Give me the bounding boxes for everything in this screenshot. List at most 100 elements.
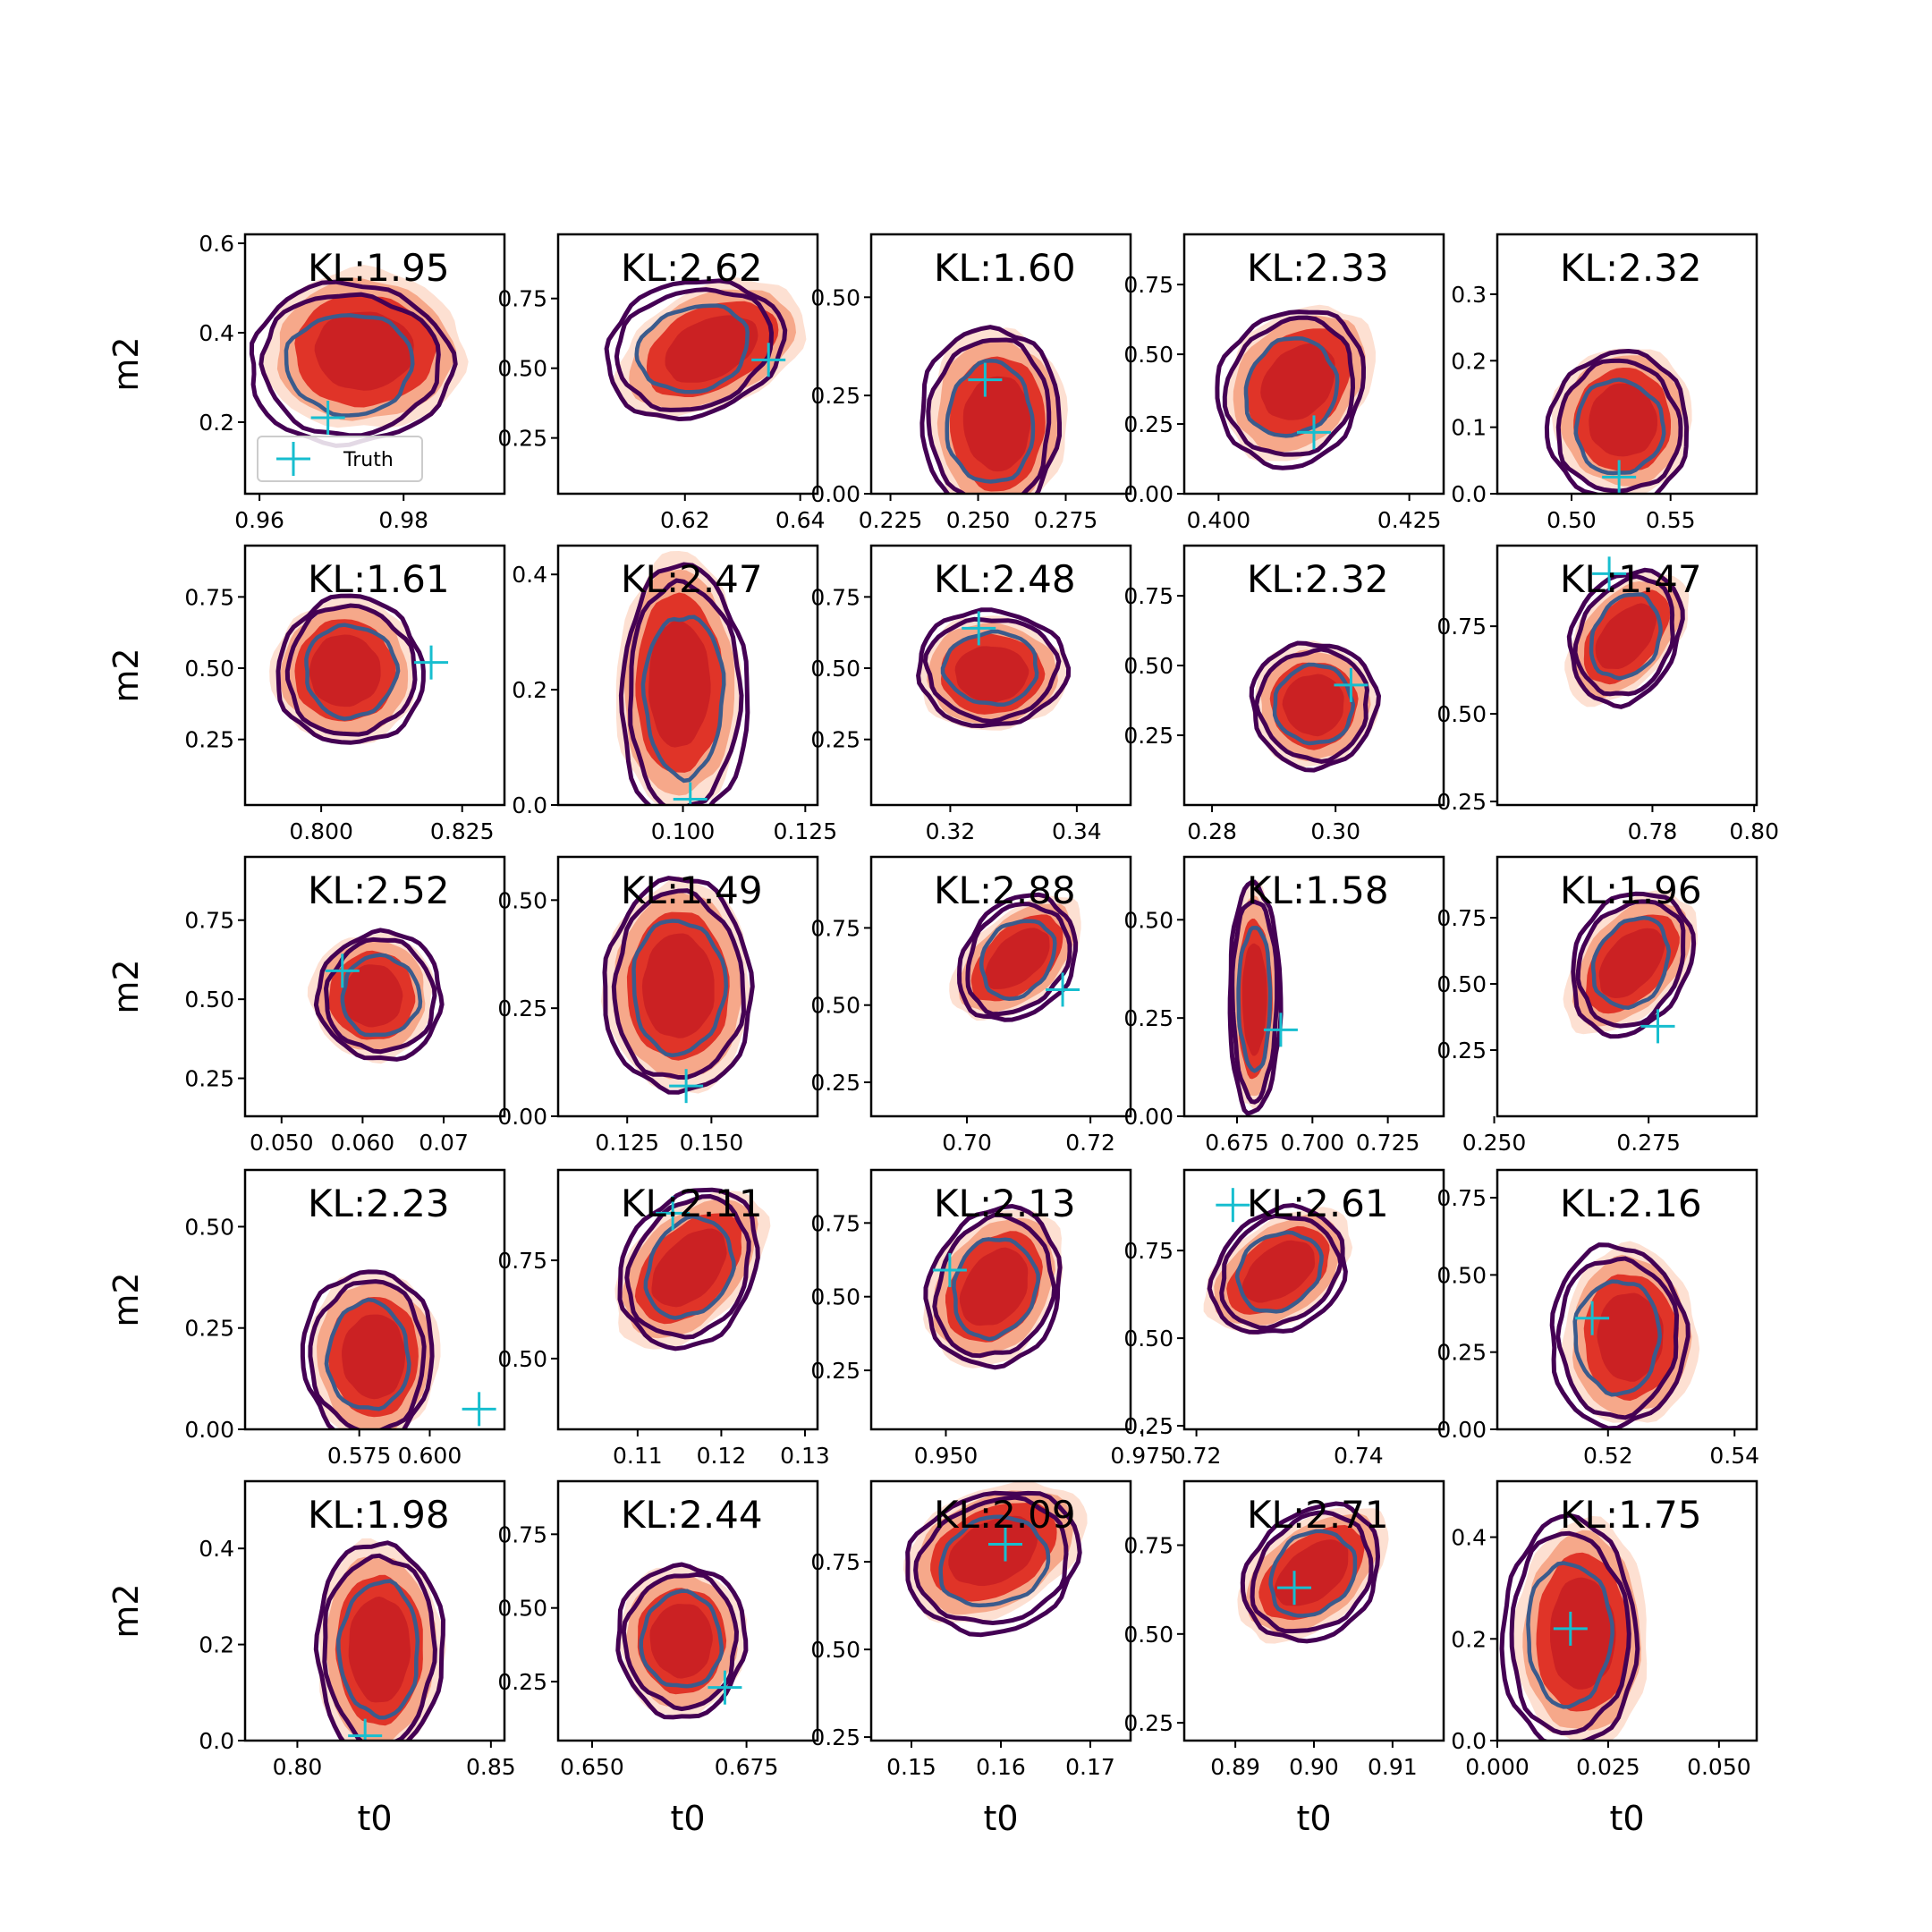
kl-label: KL:1.75 bbox=[1560, 1493, 1702, 1537]
legend-box bbox=[257, 436, 423, 482]
axes-frame bbox=[1496, 544, 1758, 807]
x-tick-label: 0.70 bbox=[942, 1130, 992, 1156]
y-tick-label: 0.50 bbox=[1123, 342, 1174, 368]
density-layers bbox=[1549, 1241, 1700, 1429]
x-tick-label: 0.950 bbox=[914, 1443, 979, 1469]
contour-outer bbox=[617, 1187, 760, 1352]
y-tick-label: 0.75 bbox=[1436, 614, 1487, 640]
y-tick-label: 0.50 bbox=[184, 1214, 234, 1240]
truth-marker bbox=[310, 401, 345, 435]
density-fill-level-4 bbox=[651, 1228, 727, 1308]
truth-marker bbox=[348, 1718, 383, 1741]
contour-inner bbox=[340, 953, 423, 1038]
y-tick-label: 0.00 bbox=[1436, 1417, 1487, 1443]
x-tick-label: 0.16 bbox=[976, 1754, 1026, 1780]
y-axis-label: m2 bbox=[106, 959, 146, 1013]
contour-outer bbox=[1215, 309, 1367, 470]
contour-middle bbox=[1572, 573, 1675, 697]
subplot-11: 0.050 0.060 0.07 0.25 0.50 0.75 KL:2.52 m2 bbox=[106, 855, 506, 1156]
y-tick-label: 0.25 bbox=[184, 1316, 234, 1342]
y-tick-label: 0.75 bbox=[1123, 1533, 1174, 1559]
contour-inner bbox=[940, 629, 1039, 708]
y-tick-label: 0.75 bbox=[1123, 1238, 1174, 1264]
subplot-22: 0.650 0.675 0.25 0.50 0.75 KL:2.44 t0 bbox=[497, 1479, 819, 1838]
contour-inner bbox=[1573, 377, 1666, 476]
y-tick-label: 0.2 bbox=[199, 1632, 234, 1658]
legend-truth-icon bbox=[276, 442, 310, 476]
x-tick-label: 0.50 bbox=[1546, 507, 1597, 533]
contour-inner bbox=[643, 1214, 736, 1320]
kl-label: KL:1.95 bbox=[308, 246, 450, 290]
x-tick-label: 0.80 bbox=[1729, 818, 1779, 844]
truth-marker bbox=[656, 1196, 691, 1231]
x-tick-label: 0.225 bbox=[859, 507, 923, 533]
subplot-9: 0.28 0.30 0.25 0.50 0.75 KL:2.32 bbox=[1123, 544, 1445, 844]
y-tick-label: 0.25 bbox=[810, 1724, 860, 1750]
contour-outer bbox=[249, 279, 458, 448]
x-axis-label: t0 bbox=[983, 1799, 1018, 1838]
density-fill-level-4 bbox=[342, 964, 403, 1028]
kl-label: KL:2.11 bbox=[621, 1182, 763, 1225]
contour-middle bbox=[1219, 1213, 1343, 1331]
x-tick-label: 0.15 bbox=[886, 1754, 936, 1780]
kl-label: KL:1.60 bbox=[934, 246, 1076, 290]
x-tick-label: 0.30 bbox=[1310, 818, 1360, 844]
x-tick-label: 0.675 bbox=[715, 1754, 779, 1780]
subplot-8: 0.32 0.34 0.25 0.50 0.75 KL:2.48 bbox=[810, 544, 1132, 844]
subplot-7: 0.100 0.125 0.0 0.2 0.4 KL:2.47 bbox=[512, 544, 837, 844]
x-tick-label: 0.55 bbox=[1646, 507, 1696, 533]
density-fill-level-4 bbox=[1241, 1240, 1316, 1303]
density-fill-level-4 bbox=[962, 376, 1031, 472]
x-tick-label: 0.28 bbox=[1187, 818, 1237, 844]
contour-outer bbox=[1549, 1242, 1690, 1429]
y-tick-label: 0.50 bbox=[1436, 1262, 1487, 1288]
subplot-15: 0.250 0.275 0.25 0.50 0.75 KL:1.96 bbox=[1436, 855, 1758, 1156]
density-layers bbox=[1237, 1501, 1389, 1644]
contour-outer bbox=[300, 1269, 435, 1429]
x-tick-label: 0.54 bbox=[1709, 1443, 1759, 1469]
density-fill-level-4 bbox=[1598, 928, 1665, 998]
y-tick-label: 0.00 bbox=[184, 1417, 234, 1443]
density-fill-level-4 bbox=[959, 1247, 1029, 1326]
x-axis-label: t0 bbox=[1296, 1799, 1331, 1838]
contour-inner bbox=[1589, 592, 1663, 681]
y-tick-label: 0.25 bbox=[497, 1669, 547, 1695]
subplot-10: 0.78 0.80 0.25 0.50 0.75 KL:1.47 bbox=[1436, 544, 1779, 844]
x-axis-label: t0 bbox=[670, 1799, 705, 1838]
contour-outer bbox=[1227, 879, 1284, 1116]
truth-marker bbox=[1592, 556, 1627, 591]
subplot-3: 0.225 0.250 0.275 0.00 0.25 0.50 KL:1.60 bbox=[810, 233, 1132, 533]
truth-marker bbox=[1046, 972, 1080, 1007]
contour-inner bbox=[640, 614, 726, 784]
kl-label: KL:1.49 bbox=[621, 869, 763, 912]
x-tick-label: 0.100 bbox=[651, 818, 716, 844]
x-tick-label: 0.85 bbox=[466, 1754, 516, 1780]
density-fill-level-4 bbox=[985, 928, 1050, 989]
x-tick-label: 0.060 bbox=[331, 1130, 395, 1156]
contour-middle bbox=[308, 1279, 427, 1429]
truth-marker bbox=[1602, 460, 1637, 494]
truth-marker bbox=[1640, 1009, 1675, 1044]
contour-middle bbox=[323, 936, 437, 1055]
contour-outer bbox=[313, 928, 445, 1062]
y-tick-label: 0.00 bbox=[810, 481, 860, 507]
x-tick-label: 0.400 bbox=[1187, 507, 1251, 533]
y-tick-label: 0.2 bbox=[199, 410, 234, 436]
contour-outer bbox=[1566, 567, 1685, 709]
contour-middle bbox=[621, 1572, 740, 1712]
x-tick-label: 0.800 bbox=[289, 818, 353, 844]
x-tick-label: 0.025 bbox=[1576, 1754, 1640, 1780]
density-fill-level-4 bbox=[1260, 343, 1335, 420]
density-layers bbox=[249, 265, 469, 448]
y-tick-label: 0.00 bbox=[1123, 1104, 1174, 1130]
y-tick-label: 0.50 bbox=[497, 356, 547, 382]
density-layers bbox=[601, 876, 755, 1104]
y-tick-label: 0.4 bbox=[512, 562, 547, 588]
density-layers bbox=[1544, 348, 1692, 494]
kl-label: KL:2.47 bbox=[621, 557, 763, 601]
axes-frame bbox=[243, 1168, 506, 1431]
y-tick-label: 0.0 bbox=[1451, 481, 1487, 507]
kl-label: KL:2.44 bbox=[621, 1493, 763, 1537]
kl-label: KL:1.96 bbox=[1560, 869, 1702, 912]
kl-label: KL:2.23 bbox=[308, 1182, 450, 1225]
